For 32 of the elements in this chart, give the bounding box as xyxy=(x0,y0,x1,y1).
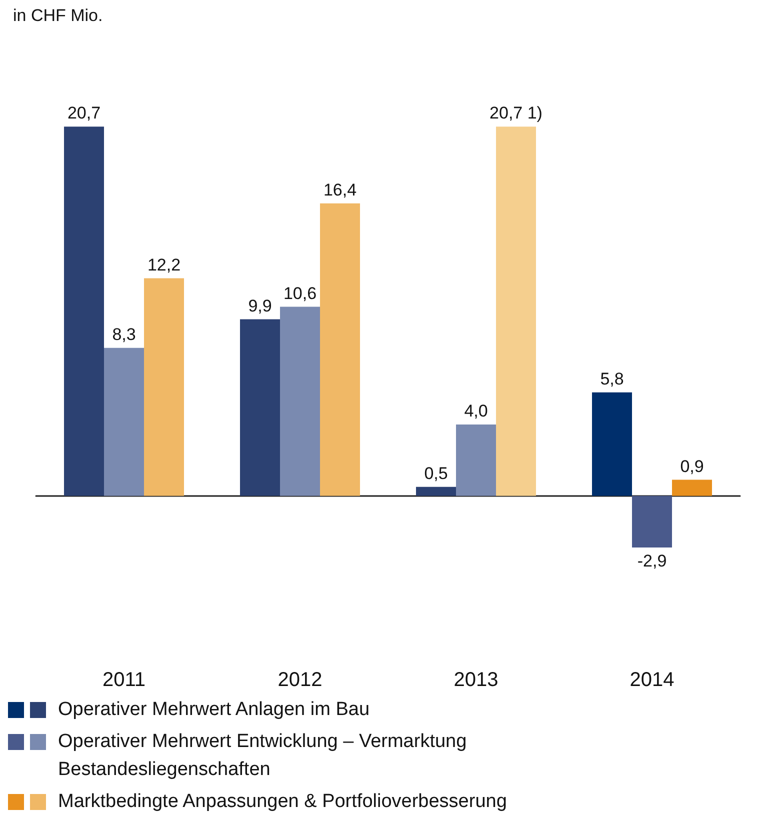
bar xyxy=(280,306,320,496)
data-label: 0,9 xyxy=(680,456,704,476)
bar xyxy=(104,348,144,496)
data-label: 20,7 xyxy=(67,104,101,123)
bar xyxy=(672,480,712,496)
bar xyxy=(456,424,496,496)
bar xyxy=(240,319,280,496)
bar xyxy=(496,126,536,496)
bar xyxy=(592,392,632,496)
data-label: 12,2 xyxy=(147,255,181,274)
data-label: 8,3 xyxy=(112,324,136,344)
legend-label: Operativer Mehrwert Entwicklung – Vermarktung Bestandesliegenschaften xyxy=(58,730,468,782)
data-label: 4,0 xyxy=(464,402,488,420)
bar xyxy=(64,126,104,496)
bar xyxy=(320,203,360,496)
x-tick-label: 2012 xyxy=(278,669,322,691)
x-tick-label: 2013 xyxy=(454,669,498,691)
legend-label: Marktbedingte Anpassungen & Portfolioverbesserung xyxy=(58,790,507,814)
data-label: 9,9 xyxy=(248,296,272,316)
bar xyxy=(632,496,672,548)
x-tick-label: 2011 xyxy=(102,669,146,691)
legend-label: Operativer Mehrwert Anlagen im Bau xyxy=(58,698,370,722)
data-label: 20,7 1) xyxy=(490,104,542,123)
x-tick-label: 2014 xyxy=(630,669,674,691)
data-label: -2,9 xyxy=(637,552,667,571)
bar xyxy=(416,486,456,496)
data-label: 16,4 xyxy=(323,180,357,200)
data-label: 0,5 xyxy=(424,464,448,483)
data-label: 5,8 xyxy=(600,369,624,388)
text: in CHF Mio. xyxy=(13,6,103,25)
data-label: 10,6 xyxy=(283,284,317,303)
bar xyxy=(144,278,184,496)
